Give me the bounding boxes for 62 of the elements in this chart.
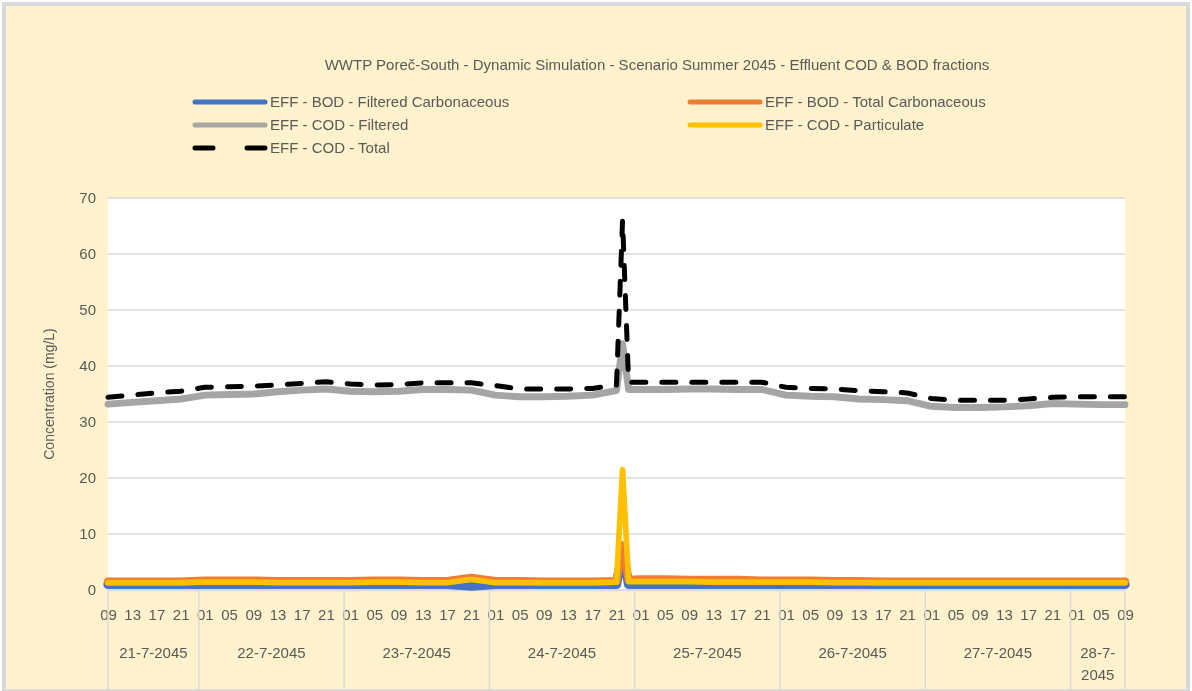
x-tick-label: 21	[899, 605, 916, 623]
legend-label: EFF - COD - Total	[270, 139, 390, 156]
y-tick-label: 50	[79, 301, 96, 319]
x-tick-label: 21	[463, 605, 481, 623]
x-tick-label: 13	[124, 605, 142, 623]
legend-label: EFF - COD - Particulate	[765, 116, 925, 133]
x-tick-label: 09	[681, 605, 698, 623]
legend-label: EFF - BOD - Total Carbonaceous	[765, 93, 986, 110]
x-tick-label: 17	[148, 605, 166, 623]
x-tick-label: 09	[1117, 605, 1134, 623]
y-tick-label: 60	[79, 245, 96, 263]
x-tick-label: 13	[705, 605, 723, 623]
x-tick-label: 21	[1044, 605, 1062, 623]
x-tick-label: 17	[293, 605, 311, 623]
x-tick-label: 13	[560, 605, 577, 623]
x-tick-label: 21	[753, 605, 771, 623]
x-tick-label: 13	[996, 605, 1013, 623]
x-tick-label: 05	[221, 605, 238, 623]
x-tick-label: 17	[584, 605, 602, 623]
x-tick-label: 09	[245, 605, 263, 623]
text: 25-7-2045	[673, 644, 742, 661]
text: 23-7-2045	[382, 644, 451, 661]
x-tick-label: 01	[778, 605, 795, 623]
x-tick-label: 17	[1020, 605, 1037, 623]
x-tick-label: 05	[802, 605, 820, 623]
text: 21-7-2045	[119, 644, 188, 661]
x-tick-label: 05	[511, 605, 529, 623]
x-tick-label: 05	[1092, 605, 1110, 623]
x-tick-label: 09	[100, 605, 117, 623]
text: 28-7-2045	[1080, 644, 1116, 683]
y-tick-label: 20	[79, 469, 96, 487]
x-tick-label: 17	[875, 605, 892, 623]
x-tick-label: 21	[318, 605, 335, 623]
y-axis-title: Concentration (mg/L)	[41, 328, 57, 460]
legend-label: EFF - COD - Filtered	[270, 116, 409, 133]
x-tick-label: 17	[729, 605, 747, 623]
x-tick-label: 09	[390, 605, 408, 623]
x-tick-label: 09	[971, 605, 989, 623]
x-tick-label: 05	[657, 605, 674, 623]
legend-label: EFF - BOD - Filtered Carbonaceous	[270, 93, 510, 110]
text: 24-7-2045	[527, 644, 597, 661]
y-tick-label: 0	[87, 581, 96, 599]
y-tick-label: 30	[79, 413, 96, 431]
chart-title: WWTP Poreč-South - Dynamic Simulation - Scenario Summer 2045 - Effluent COD & BOD fractions	[324, 56, 990, 73]
x-tick-label: 01	[342, 605, 359, 623]
x-tick-label: 05	[366, 605, 384, 623]
x-tick-label: 13	[269, 605, 287, 623]
x-tick-label: 05	[947, 605, 965, 623]
x-tick-label: 09	[536, 605, 553, 623]
text: 27-7-2045	[963, 644, 1033, 661]
x-tick-label: 13	[414, 605, 432, 623]
x-tick-label: 09	[826, 605, 844, 623]
x-tick-label: 21	[608, 605, 626, 623]
text: 22-7-2045	[237, 644, 306, 661]
x-tick-label: 17	[439, 605, 456, 623]
y-tick-label: 70	[79, 189, 96, 207]
x-tick-label: 13	[850, 605, 868, 623]
text: 26-7-2045	[818, 644, 887, 661]
x-tick-label: 21	[172, 605, 190, 623]
y-tick-label: 10	[79, 525, 96, 543]
x-tick-label: 01	[197, 605, 214, 623]
y-tick-label: 40	[79, 357, 96, 375]
